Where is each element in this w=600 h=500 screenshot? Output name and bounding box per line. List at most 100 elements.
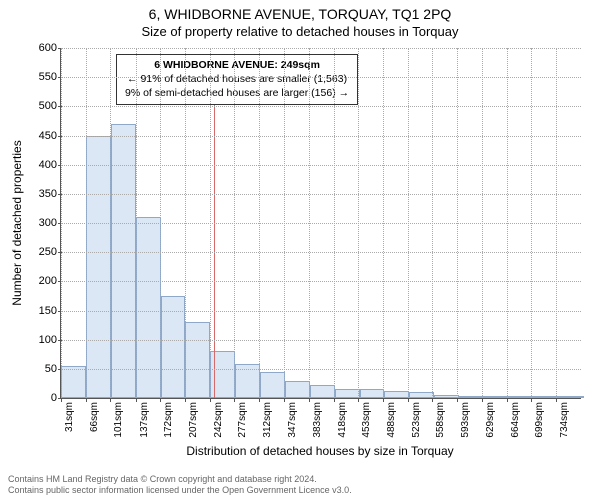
x-tick: 523sqm bbox=[411, 402, 422, 438]
x-tickmark bbox=[531, 398, 532, 402]
histogram-bar bbox=[484, 396, 509, 398]
x-tick: 664sqm bbox=[510, 402, 521, 438]
footer: Contains HM Land Registry data © Crown c… bbox=[8, 474, 352, 497]
gridline-h bbox=[61, 369, 581, 370]
gridline-h bbox=[61, 106, 581, 107]
x-tickmark bbox=[358, 398, 359, 402]
gridline-v bbox=[185, 48, 186, 398]
y-tick: 400 bbox=[17, 159, 61, 171]
gridline-v bbox=[61, 48, 62, 398]
x-tickmark bbox=[507, 398, 508, 402]
x-tick: 312sqm bbox=[262, 402, 273, 438]
histogram-bar bbox=[559, 396, 584, 398]
x-tick: 277sqm bbox=[237, 402, 248, 438]
gridline-h bbox=[61, 340, 581, 341]
gridline-h bbox=[61, 311, 581, 312]
histogram-bar bbox=[185, 322, 210, 398]
gridline-h bbox=[61, 281, 581, 282]
gridline-v bbox=[334, 48, 335, 398]
gridline-v bbox=[383, 48, 384, 398]
x-tickmark bbox=[160, 398, 161, 402]
histogram-bar bbox=[384, 391, 409, 398]
histogram-bar bbox=[310, 385, 335, 398]
y-tick: 300 bbox=[17, 217, 61, 229]
callout-line3: 9% of semi-detached houses are larger (1… bbox=[125, 86, 349, 100]
gridline-v bbox=[408, 48, 409, 398]
y-tick: 450 bbox=[17, 130, 61, 142]
histogram-bar bbox=[285, 381, 310, 399]
x-axis-label: Distribution of detached houses by size … bbox=[60, 444, 580, 458]
gridline-v bbox=[136, 48, 137, 398]
x-tickmark bbox=[408, 398, 409, 402]
histogram-bar bbox=[534, 396, 559, 398]
x-tick: 734sqm bbox=[559, 402, 570, 438]
gridline-h bbox=[61, 223, 581, 224]
histogram-bar bbox=[459, 396, 484, 398]
x-tickmark bbox=[309, 398, 310, 402]
x-tick: 207sqm bbox=[188, 402, 199, 438]
gridline-h bbox=[61, 252, 581, 253]
footer-line1: Contains HM Land Registry data © Crown c… bbox=[8, 474, 352, 485]
x-tickmark bbox=[86, 398, 87, 402]
y-tick: 250 bbox=[17, 246, 61, 258]
histogram-bar bbox=[509, 396, 534, 398]
chart-subtitle: Size of property relative to detached ho… bbox=[0, 24, 600, 39]
page-title: 6, WHIDBORNE AVENUE, TORQUAY, TQ1 2PQ bbox=[0, 6, 600, 22]
x-tickmark bbox=[556, 398, 557, 402]
x-tickmark bbox=[110, 398, 111, 402]
y-tick: 100 bbox=[17, 334, 61, 346]
gridline-h bbox=[61, 48, 581, 49]
x-tick: 453sqm bbox=[361, 402, 372, 438]
y-tick: 550 bbox=[17, 71, 61, 83]
gridline-v bbox=[234, 48, 235, 398]
histogram-bar bbox=[136, 217, 161, 398]
y-tick: 150 bbox=[17, 305, 61, 317]
histogram-bar bbox=[86, 136, 111, 399]
gridline-h bbox=[61, 165, 581, 166]
gridline-v bbox=[457, 48, 458, 398]
x-tick: 172sqm bbox=[163, 402, 174, 438]
y-tick: 600 bbox=[17, 42, 61, 54]
gridline-v bbox=[210, 48, 211, 398]
x-tick: 418sqm bbox=[337, 402, 348, 438]
x-tick: 31sqm bbox=[64, 402, 75, 432]
gridline-v bbox=[110, 48, 111, 398]
x-tickmark bbox=[61, 398, 62, 402]
gridline-h bbox=[61, 194, 581, 195]
gridline-v bbox=[531, 48, 532, 398]
histogram-bar bbox=[260, 372, 285, 398]
gridline-v bbox=[86, 48, 87, 398]
plot-area: 6 WHIDBORNE AVENUE: 249sqm ← 91% of deta… bbox=[60, 48, 581, 399]
gridline-v bbox=[309, 48, 310, 398]
x-tick: 347sqm bbox=[287, 402, 298, 438]
x-tickmark bbox=[334, 398, 335, 402]
y-tick: 200 bbox=[17, 275, 61, 287]
histogram-bar bbox=[335, 389, 360, 398]
x-tickmark bbox=[432, 398, 433, 402]
x-tickmark bbox=[383, 398, 384, 402]
gridline-v bbox=[160, 48, 161, 398]
x-tick: 699sqm bbox=[534, 402, 545, 438]
gridline-v bbox=[507, 48, 508, 398]
gridline-h bbox=[61, 136, 581, 137]
gridline-v bbox=[556, 48, 557, 398]
x-tick: 558sqm bbox=[435, 402, 446, 438]
y-tick: 0 bbox=[17, 392, 61, 404]
y-tick: 500 bbox=[17, 100, 61, 112]
x-tickmark bbox=[185, 398, 186, 402]
y-tick: 50 bbox=[17, 363, 61, 375]
x-tick: 383sqm bbox=[312, 402, 323, 438]
x-tick: 593sqm bbox=[460, 402, 471, 438]
x-tick: 488sqm bbox=[386, 402, 397, 438]
x-tick: 137sqm bbox=[139, 402, 150, 438]
chart-container: 6, WHIDBORNE AVENUE, TORQUAY, TQ1 2PQ Si… bbox=[0, 0, 600, 500]
x-tickmark bbox=[136, 398, 137, 402]
gridline-v bbox=[358, 48, 359, 398]
gridline-v bbox=[432, 48, 433, 398]
y-tick: 350 bbox=[17, 188, 61, 200]
x-tickmark bbox=[482, 398, 483, 402]
gridline-h bbox=[61, 77, 581, 78]
histogram-bar bbox=[409, 392, 434, 398]
histogram-bar bbox=[360, 389, 385, 398]
histogram-bar bbox=[61, 366, 86, 398]
